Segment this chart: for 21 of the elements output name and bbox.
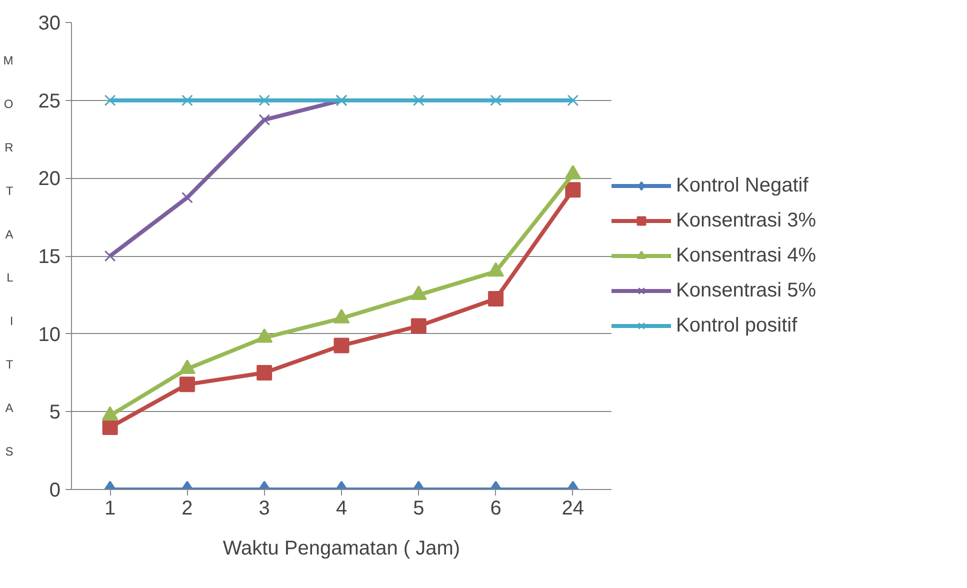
- y-tick-label: 15: [38, 246, 61, 268]
- text: MORTALITAS: [3, 54, 14, 458]
- x-tick-label: 5: [413, 498, 424, 520]
- legend-label: Konsentrasi 4%: [676, 244, 816, 267]
- x-tick-label: 3: [258, 498, 270, 520]
- x-tick-label: 6: [490, 498, 502, 520]
- x-tick-label: 4: [336, 498, 348, 520]
- legend-label: Kontrol Negatif: [676, 174, 808, 197]
- legend-label: Kontrol positif: [676, 314, 798, 337]
- x-axis-title: Waktu Pengamatan ( Jam): [222, 538, 460, 560]
- x-tick-label: 24: [562, 498, 584, 520]
- legend-label: Konsentrasi 3%: [676, 209, 816, 232]
- y-tick-label: 30: [38, 12, 61, 34]
- legend-label: Konsentrasi 5%: [676, 279, 816, 302]
- y-tick-label: 0: [49, 480, 60, 502]
- y-tick-label: 10: [38, 324, 61, 346]
- y-tick-label: 20: [38, 168, 61, 190]
- y-tick-label: 5: [49, 402, 60, 424]
- x-tick-label: 1: [104, 498, 116, 520]
- y-tick-label: 25: [38, 90, 61, 112]
- x-tick-label: 2: [182, 498, 193, 520]
